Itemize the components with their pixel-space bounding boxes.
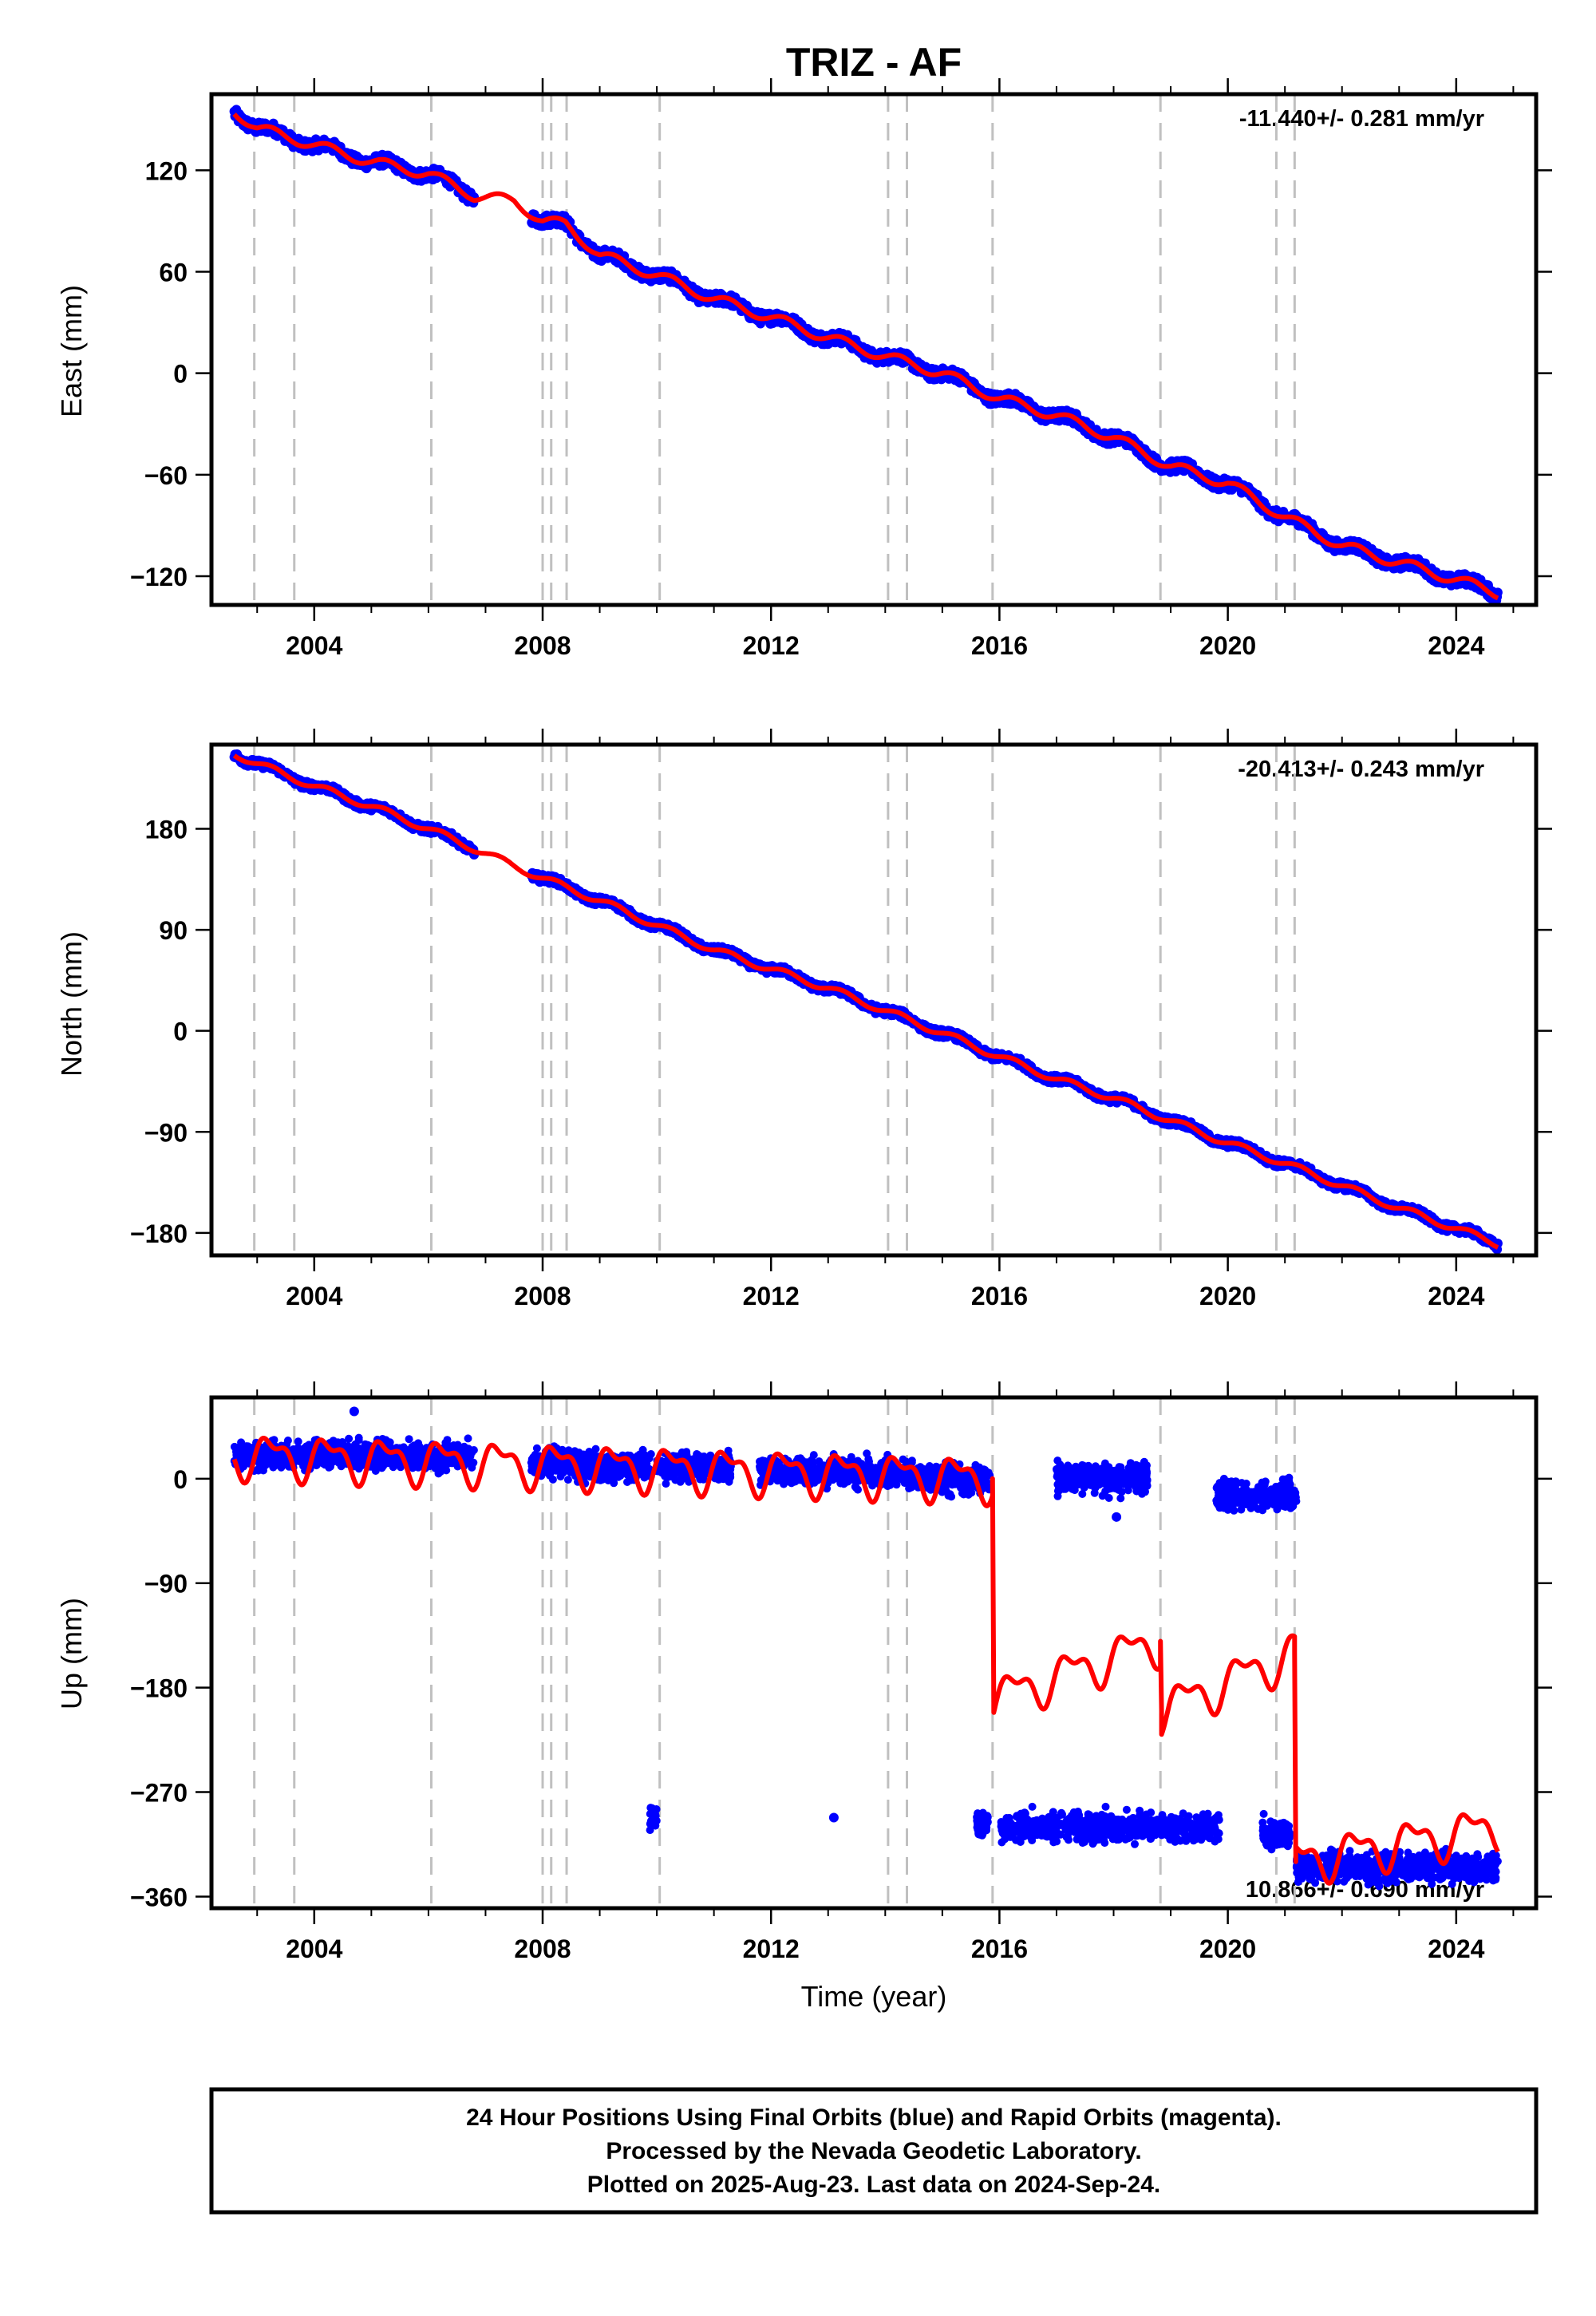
data-point bbox=[269, 1450, 278, 1459]
data-point bbox=[300, 1445, 309, 1454]
y-tick-label: 180 bbox=[145, 815, 188, 844]
panel-north: North (mm) -20.413+/- 0.243 mm/yr 2004 20… bbox=[55, 729, 1552, 1310]
data-point bbox=[605, 1471, 614, 1480]
data-point bbox=[345, 1434, 354, 1443]
data-point bbox=[605, 1459, 614, 1468]
model-curve bbox=[232, 112, 1499, 601]
data-point bbox=[443, 1456, 452, 1464]
figure-title: TRIZ - AF bbox=[786, 40, 962, 85]
panel-up: Up (mm) 10.866+/- 0.690 mm/yr 2004 2008 20… bbox=[55, 1381, 1552, 1963]
y-tick-label: 0 bbox=[173, 360, 188, 389]
x-tick-label: 2020 bbox=[1199, 631, 1256, 660]
data-point bbox=[346, 1443, 355, 1452]
data-point bbox=[429, 1459, 437, 1468]
x-tick-label: 2012 bbox=[743, 1935, 800, 1963]
data-point bbox=[639, 1471, 648, 1480]
data-point bbox=[579, 1454, 587, 1463]
rate-label: -11.440+/- 0.281 mm/yr bbox=[1239, 106, 1484, 132]
y-tick-label: 0 bbox=[173, 1465, 188, 1494]
y-tick-label: −270 bbox=[130, 1779, 188, 1808]
plot-frame bbox=[209, 92, 1539, 607]
data-points bbox=[229, 749, 1503, 1255]
data-point bbox=[640, 1451, 649, 1460]
data-point bbox=[261, 1460, 270, 1469]
data-point bbox=[254, 1466, 263, 1475]
data-point bbox=[531, 1450, 539, 1459]
y-tick-label: 90 bbox=[159, 916, 188, 945]
x-tick-label: 2016 bbox=[971, 631, 1028, 660]
x-tick-label: 2012 bbox=[743, 1282, 800, 1310]
data-point bbox=[636, 1462, 645, 1470]
y-tick-label: −360 bbox=[130, 1883, 188, 1911]
x-tick-label: 2004 bbox=[286, 1282, 342, 1310]
data-point bbox=[334, 1459, 343, 1467]
x-tick-label: 2024 bbox=[1428, 1282, 1484, 1310]
y-axis-label: North (mm) bbox=[55, 931, 88, 1077]
data-point bbox=[354, 1436, 363, 1445]
y-tick-label: −180 bbox=[130, 1674, 188, 1703]
plot-area bbox=[230, 1397, 1502, 1908]
x-tick-label: 2008 bbox=[514, 1282, 571, 1310]
data-point bbox=[464, 1445, 472, 1453]
y-tick-label: 0 bbox=[173, 1018, 188, 1046]
data-point bbox=[613, 1465, 622, 1474]
data-point bbox=[269, 1463, 278, 1472]
plot-area bbox=[229, 94, 1503, 605]
x-tick-label: 2012 bbox=[743, 631, 800, 660]
data-point bbox=[413, 1440, 422, 1448]
data-point bbox=[239, 1462, 248, 1471]
x-tick-label: 2008 bbox=[514, 631, 571, 660]
y-tick-label: −90 bbox=[144, 1570, 188, 1599]
y-axis-label: East (mm) bbox=[55, 285, 88, 417]
data-point bbox=[294, 1437, 302, 1446]
data-point bbox=[325, 1463, 334, 1472]
x-tick-label: 2004 bbox=[286, 631, 342, 660]
y-tick-label: 60 bbox=[159, 259, 188, 287]
data-point bbox=[467, 1460, 476, 1469]
data-point bbox=[329, 1437, 338, 1445]
y-tick-label: 120 bbox=[145, 156, 188, 185]
x-tick-label: 2024 bbox=[1428, 631, 1484, 660]
data-point bbox=[464, 1434, 472, 1443]
y-tick-label: −60 bbox=[144, 461, 188, 490]
y-tick-label: −180 bbox=[130, 1219, 188, 1248]
panel-east: East (mm) -11.440+/- 0.281 mm/yr 2004 200… bbox=[55, 78, 1552, 660]
data-point bbox=[405, 1435, 413, 1444]
x-tick-label: 2016 bbox=[971, 1282, 1028, 1310]
y-tick-label: −90 bbox=[144, 1118, 188, 1147]
y-tick-label: −120 bbox=[130, 563, 188, 591]
data-point bbox=[410, 1448, 419, 1457]
data-point bbox=[237, 1438, 246, 1447]
x-tick-label: 2008 bbox=[514, 1935, 571, 1963]
data-point bbox=[440, 1463, 448, 1472]
plot-area bbox=[229, 745, 1503, 1255]
data-point bbox=[586, 1456, 595, 1464]
data-point bbox=[237, 1448, 246, 1456]
x-tick-label: 2020 bbox=[1199, 1935, 1256, 1963]
rate-label: -20.413+/- 0.243 mm/yr bbox=[1238, 757, 1484, 782]
data-point bbox=[354, 1464, 363, 1473]
data-point bbox=[316, 1450, 325, 1459]
x-tick-label: 2020 bbox=[1199, 1282, 1256, 1310]
x-tick-label: 2024 bbox=[1428, 1935, 1484, 1963]
data-point bbox=[563, 1476, 572, 1484]
data-point bbox=[352, 1452, 361, 1460]
x-tick-label: 2004 bbox=[286, 1935, 342, 1963]
y-axis-label: Up (mm) bbox=[55, 1598, 88, 1709]
x-tick-label: 2016 bbox=[971, 1935, 1028, 1963]
